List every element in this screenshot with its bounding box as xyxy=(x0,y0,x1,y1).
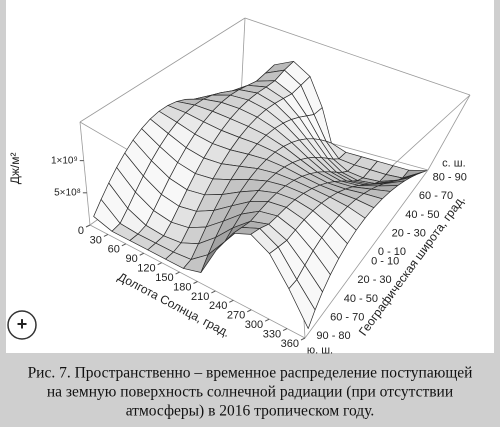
x-tick-label: 360 xyxy=(281,338,299,350)
z-axis-title: Дж/м² xyxy=(8,152,22,184)
surface-cell xyxy=(288,279,316,329)
y-tick-label: 20 - 30 xyxy=(357,274,391,286)
y-tick-label: 60 - 70 xyxy=(330,312,364,324)
x-tick-label: 240 xyxy=(209,300,227,312)
y-tick-label: 40 - 50 xyxy=(405,209,439,221)
x-tick-label: 0 xyxy=(78,225,84,237)
zoom-button-label[interactable]: + xyxy=(17,314,28,334)
x-tick xyxy=(229,299,234,303)
x-tick-label: 210 xyxy=(191,291,209,303)
caption-line: атмосферы) в 2016 тропическом году. xyxy=(126,403,375,420)
zoom-button-circle[interactable] xyxy=(7,310,37,340)
x-tick xyxy=(300,337,306,341)
x-tick xyxy=(211,290,216,294)
x-tick xyxy=(139,252,144,256)
y-tick-label: 60 - 70 xyxy=(419,190,453,202)
zoom-button[interactable]: + xyxy=(7,310,37,340)
x-tick-label: 330 xyxy=(263,328,281,340)
x-tick-label: 150 xyxy=(155,272,173,284)
x-tick xyxy=(157,262,162,266)
x-tick xyxy=(103,233,109,237)
hemisphere-label: ю. ш. xyxy=(307,344,333,356)
box-edge xyxy=(427,94,471,171)
x-tick-label: 180 xyxy=(173,281,191,293)
box-edge xyxy=(79,17,246,123)
x-tick xyxy=(264,318,270,322)
x-tick xyxy=(85,224,91,228)
caption-line: на земную поверхность солнечной радиации… xyxy=(47,384,453,401)
y-tick-label: 40 - 50 xyxy=(344,293,378,305)
z-tick-label: 5×10⁸ xyxy=(54,187,81,198)
x-tick-label: 120 xyxy=(137,263,155,275)
caption-line: Рис. 7. Пространственно – временное расп… xyxy=(28,365,473,382)
y-tick-label: 0 - 10 xyxy=(378,246,406,258)
x-tick-label: 300 xyxy=(245,319,263,331)
y-tick-label: 80 - 90 xyxy=(433,172,467,184)
y-tick-label: 20 - 30 xyxy=(392,228,426,240)
x-tick-label: 30 xyxy=(90,234,102,246)
box-edge xyxy=(304,169,429,339)
x-tick-label: 270 xyxy=(227,310,245,322)
x-tick-label: 60 xyxy=(108,244,120,256)
x-tick xyxy=(247,309,252,313)
x-tick xyxy=(121,243,127,247)
hemisphere-label: с. ш. xyxy=(442,158,466,170)
z-tick-label: 1×10⁹ xyxy=(51,155,78,166)
box-edge xyxy=(244,17,471,96)
box-edge xyxy=(79,121,91,226)
y-tick-label: 0 - 10 xyxy=(371,256,399,268)
x-tick xyxy=(193,281,198,284)
y-tick-label: 90 - 80 xyxy=(316,330,350,342)
x-tick-label: 90 xyxy=(126,253,138,265)
x-tick xyxy=(175,271,180,275)
x-tick xyxy=(282,328,288,332)
